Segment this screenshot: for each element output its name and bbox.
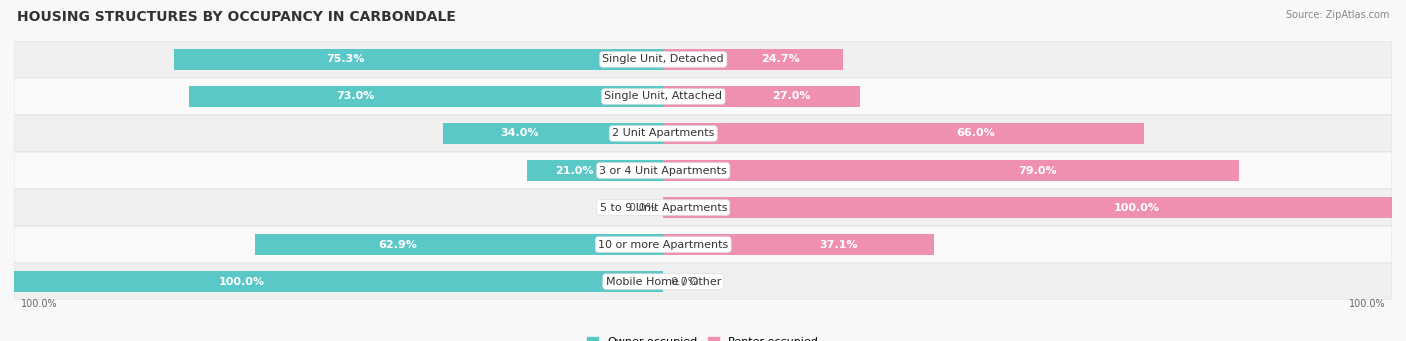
Bar: [664, 123, 1144, 144]
Text: Single Unit, Detached: Single Unit, Detached: [602, 55, 724, 64]
Text: 73.0%: 73.0%: [336, 91, 374, 102]
Bar: [664, 86, 860, 107]
Text: 75.3%: 75.3%: [326, 55, 364, 64]
FancyBboxPatch shape: [14, 189, 1392, 226]
Text: 10 or more Apartments: 10 or more Apartments: [598, 239, 728, 250]
Text: 0.0%: 0.0%: [628, 203, 657, 212]
Text: HOUSING STRUCTURES BY OCCUPANCY IN CARBONDALE: HOUSING STRUCTURES BY OCCUPANCY IN CARBO…: [17, 10, 456, 24]
Legend: Owner-occupied, Renter-occupied: Owner-occupied, Renter-occupied: [582, 332, 824, 341]
Text: Single Unit, Attached: Single Unit, Attached: [605, 91, 723, 102]
Text: 62.9%: 62.9%: [378, 239, 418, 250]
FancyBboxPatch shape: [14, 263, 1392, 300]
Text: 0.0%: 0.0%: [669, 277, 699, 286]
Text: 100.0%: 100.0%: [1114, 203, 1160, 212]
Bar: [443, 123, 444, 144]
Bar: [664, 234, 934, 255]
FancyBboxPatch shape: [14, 226, 1392, 263]
Text: 5 to 9 Unit Apartments: 5 to 9 Unit Apartments: [599, 203, 727, 212]
Bar: [190, 86, 194, 107]
Bar: [664, 197, 1392, 218]
Text: 34.0%: 34.0%: [501, 129, 538, 138]
Text: 37.1%: 37.1%: [820, 239, 858, 250]
Bar: [254, 234, 259, 255]
Bar: [14, 271, 664, 292]
Bar: [14, 271, 21, 292]
Text: 24.7%: 24.7%: [761, 55, 800, 64]
Bar: [527, 160, 664, 181]
Text: Source: ZipAtlas.com: Source: ZipAtlas.com: [1285, 10, 1389, 20]
Text: 79.0%: 79.0%: [1018, 165, 1057, 176]
FancyBboxPatch shape: [14, 41, 1392, 78]
Text: 3 or 4 Unit Apartments: 3 or 4 Unit Apartments: [599, 165, 727, 176]
Bar: [443, 123, 664, 144]
Bar: [664, 49, 844, 70]
Text: Mobile Home / Other: Mobile Home / Other: [606, 277, 721, 286]
FancyBboxPatch shape: [14, 115, 1392, 152]
Bar: [190, 86, 664, 107]
Text: 100.0%: 100.0%: [21, 299, 58, 309]
Bar: [664, 160, 1239, 181]
Text: 100.0%: 100.0%: [218, 277, 264, 286]
Text: 66.0%: 66.0%: [956, 129, 995, 138]
Text: 27.0%: 27.0%: [772, 91, 810, 102]
Bar: [254, 234, 664, 255]
FancyBboxPatch shape: [14, 152, 1392, 189]
Text: 100.0%: 100.0%: [1348, 299, 1385, 309]
Text: 2 Unit Apartments: 2 Unit Apartments: [612, 129, 714, 138]
FancyBboxPatch shape: [14, 78, 1392, 115]
Text: 21.0%: 21.0%: [555, 165, 593, 176]
Bar: [174, 49, 180, 70]
Bar: [174, 49, 664, 70]
